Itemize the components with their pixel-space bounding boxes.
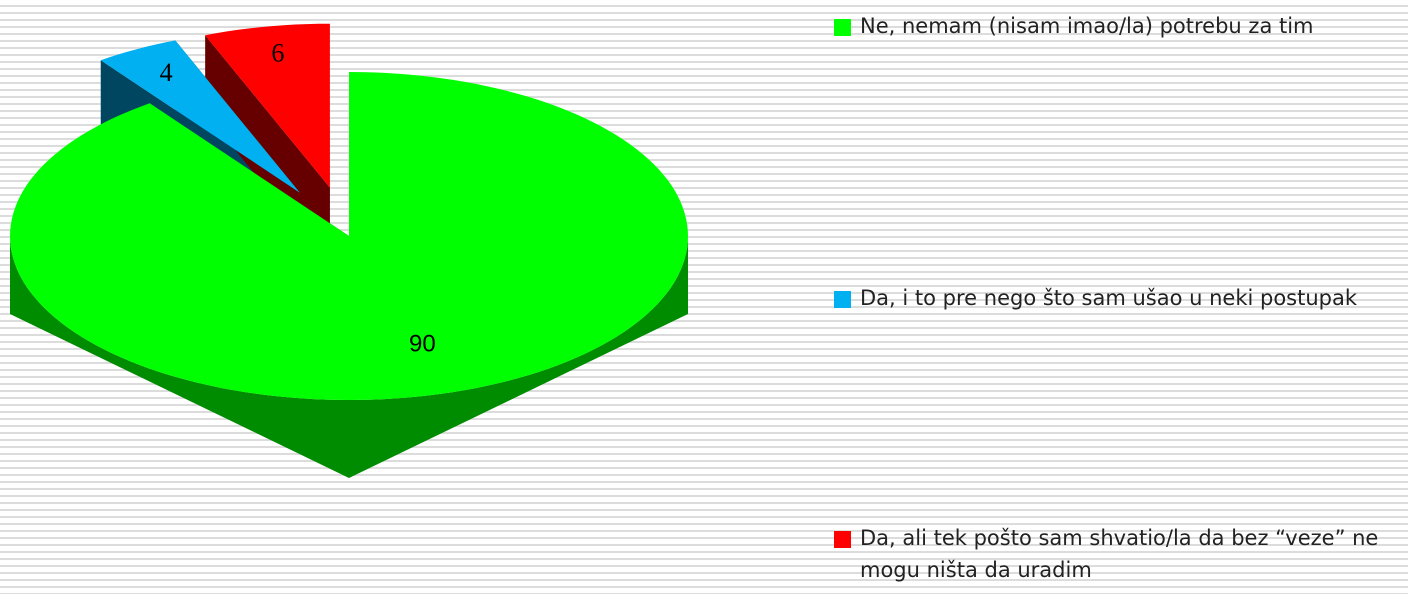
slice-top bbox=[10, 72, 688, 400]
slice-side bbox=[10, 236, 688, 478]
legend-swatch bbox=[834, 19, 851, 36]
legend-entry: Ne, nemam (nisam imao/la) potrebu za tim bbox=[834, 10, 1404, 42]
legend-entry: Da, ali tek pošto sam shvatio/la da bez … bbox=[834, 522, 1404, 586]
legend-swatch bbox=[834, 291, 851, 308]
legend-label: Da, ali tek pošto sam shvatio/la da bez … bbox=[860, 526, 1379, 582]
legend-entry: Da, i to pre nego što sam ušao u neki po… bbox=[834, 282, 1404, 314]
data-label: 6 bbox=[271, 39, 284, 68]
legend-swatch bbox=[834, 531, 851, 548]
chart: 90 4 6 bbox=[10, 23, 688, 478]
legend-label: Ne, nemam (nisam imao/la) potrebu za tim bbox=[860, 14, 1314, 38]
slice-top bbox=[205, 23, 330, 188]
data-label: 90 bbox=[409, 331, 436, 358]
slice-top bbox=[100, 40, 301, 193]
data-label: 4 bbox=[160, 58, 173, 87]
legend-label: Da, i to pre nego što sam ušao u neki po… bbox=[860, 286, 1358, 310]
